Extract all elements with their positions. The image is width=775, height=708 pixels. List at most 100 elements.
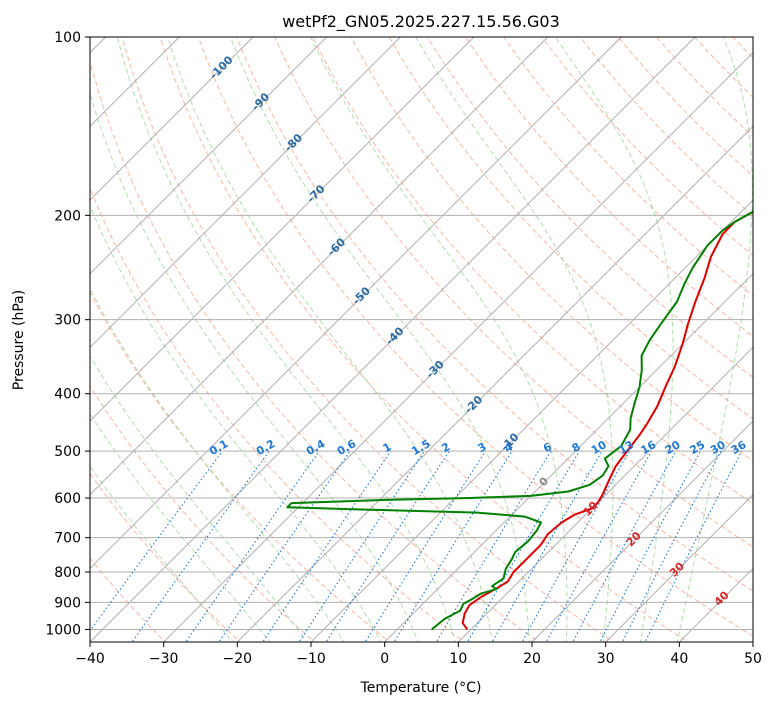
x-tick-label: 50 xyxy=(744,651,762,667)
moist-adiabat xyxy=(90,204,382,642)
mixing-ratio-line xyxy=(298,450,425,642)
mixing-ratio-label: 6 xyxy=(541,440,554,455)
mixing-ratio-line xyxy=(262,450,392,642)
y-tick-label: 1000 xyxy=(45,622,81,638)
moist-adiabat xyxy=(676,37,753,642)
dry-adiabat xyxy=(90,59,540,642)
x-tick-label: 0 xyxy=(380,651,389,667)
isotherm-label: -10 xyxy=(498,430,521,453)
isotherm-label: -80 xyxy=(282,131,305,154)
isotherm-label: 30 xyxy=(667,559,687,579)
background-lines xyxy=(90,37,753,642)
isotherm-line xyxy=(458,346,753,642)
isotherm-label: -70 xyxy=(304,182,327,205)
isotherm-line xyxy=(237,125,753,642)
isotherm-label: -40 xyxy=(383,324,406,347)
isotherm-label: -60 xyxy=(325,235,348,258)
mixing-ratio-label: 36 xyxy=(729,438,749,457)
isotherm-label: -90 xyxy=(249,90,272,113)
x-tick-label: −30 xyxy=(149,651,179,667)
y-tick-label: 600 xyxy=(54,491,81,507)
moist-adiabat xyxy=(310,37,568,642)
mixing-ratio-line xyxy=(364,450,486,642)
isotherm-label: -100 xyxy=(207,53,236,82)
mixing-ratio-line xyxy=(621,450,722,642)
isotherm-line xyxy=(531,420,753,642)
mixing-ratio-label: 1 xyxy=(381,440,394,455)
isotherm-line xyxy=(90,37,622,569)
mixing-ratio-label: 20 xyxy=(663,438,683,457)
x-axis-label: Temperature (°C) xyxy=(360,680,482,696)
isotherm-label: 0 xyxy=(537,474,552,489)
dry-adiabat xyxy=(197,37,753,637)
mixing-ratio-line xyxy=(572,450,677,642)
moist-adiabat xyxy=(230,37,530,642)
mixing-ratio-label: 10 xyxy=(589,438,609,457)
isotherm-line xyxy=(90,37,548,496)
isotherm-label: 20 xyxy=(624,529,644,549)
mixing-ratio-label: 13 xyxy=(616,438,636,457)
isotherm-line xyxy=(163,52,753,642)
x-tick-label: −20 xyxy=(223,651,253,667)
profile-series xyxy=(286,210,753,631)
y-tick-label: 100 xyxy=(54,30,81,46)
isotherm-line xyxy=(90,37,254,201)
dry-adiabat xyxy=(732,37,753,59)
y-tick-label: 900 xyxy=(54,595,81,611)
mixing-ratio-line xyxy=(218,450,351,642)
mixing-ratio-line xyxy=(466,450,580,642)
mixing-ratio-line xyxy=(185,450,320,642)
moist-adiabat xyxy=(167,37,493,642)
x-tick-label: 20 xyxy=(523,651,541,667)
dry-adiabat xyxy=(90,291,391,642)
y-tick-label: 300 xyxy=(54,313,81,329)
mixing-ratio-label: 0.1 xyxy=(207,437,230,458)
mixing-ratio-line xyxy=(599,450,701,642)
chart-title: wetPf2_GN05.2025.227.15.56.G03 xyxy=(282,12,560,32)
dry-adiabat xyxy=(503,37,753,297)
isotherm-line xyxy=(90,37,696,642)
y-tick-label: 700 xyxy=(54,531,81,547)
y-tick-label: 400 xyxy=(54,387,81,403)
x-tick-label: 30 xyxy=(597,651,615,667)
mixing-ratio-line xyxy=(393,450,513,642)
x-tick-label: −10 xyxy=(296,651,326,667)
moist-adiabat xyxy=(90,91,419,642)
isotherm-line xyxy=(90,37,327,275)
isotherm-line xyxy=(90,37,475,422)
axes: −40 −30 −20 −10 0 10 20 30 40 5010020030040050060… xyxy=(45,30,762,667)
dry-adiabat xyxy=(312,37,753,505)
mixing-ratio-label: 30 xyxy=(708,438,728,457)
mixing-ratio-line xyxy=(325,450,450,642)
y-tick-label: 500 xyxy=(54,444,81,460)
mixing-ratio-line xyxy=(644,450,743,642)
temperature-profile-line xyxy=(461,211,753,630)
isotherm-line xyxy=(752,641,753,642)
x-tick-label: 40 xyxy=(670,651,688,667)
isotherm-line xyxy=(384,273,753,642)
dry-adiabat xyxy=(388,37,753,420)
mixing-ratio-label: 16 xyxy=(639,438,659,457)
dewpoint-profile-line xyxy=(286,210,753,631)
dry-adiabat xyxy=(465,37,753,338)
mixing-ratio-label: 0.4 xyxy=(304,437,328,458)
dry-adiabat xyxy=(274,37,753,548)
mixing-ratio-label: 8 xyxy=(570,440,583,455)
dry-adiabat xyxy=(236,37,753,592)
mixing-ratio-label: 0.2 xyxy=(254,437,277,458)
dry-adiabat xyxy=(159,37,690,642)
isotherm-line xyxy=(679,567,753,642)
mixing-ratio-line xyxy=(90,450,223,632)
moist-adiabat xyxy=(90,465,234,642)
moist-adiabat xyxy=(90,354,308,642)
y-axis-label: Pressure (hPa) xyxy=(11,290,27,390)
mixing-ratio-line xyxy=(131,450,270,642)
moist-adiabat xyxy=(116,37,456,642)
x-tick-label: −40 xyxy=(75,651,105,667)
dry-adiabat xyxy=(350,37,753,462)
mixing-ratio-label: 2 xyxy=(439,440,452,455)
moist-adiabat xyxy=(90,413,271,642)
isotherm-line xyxy=(90,37,401,348)
dry-adiabat xyxy=(90,384,316,642)
